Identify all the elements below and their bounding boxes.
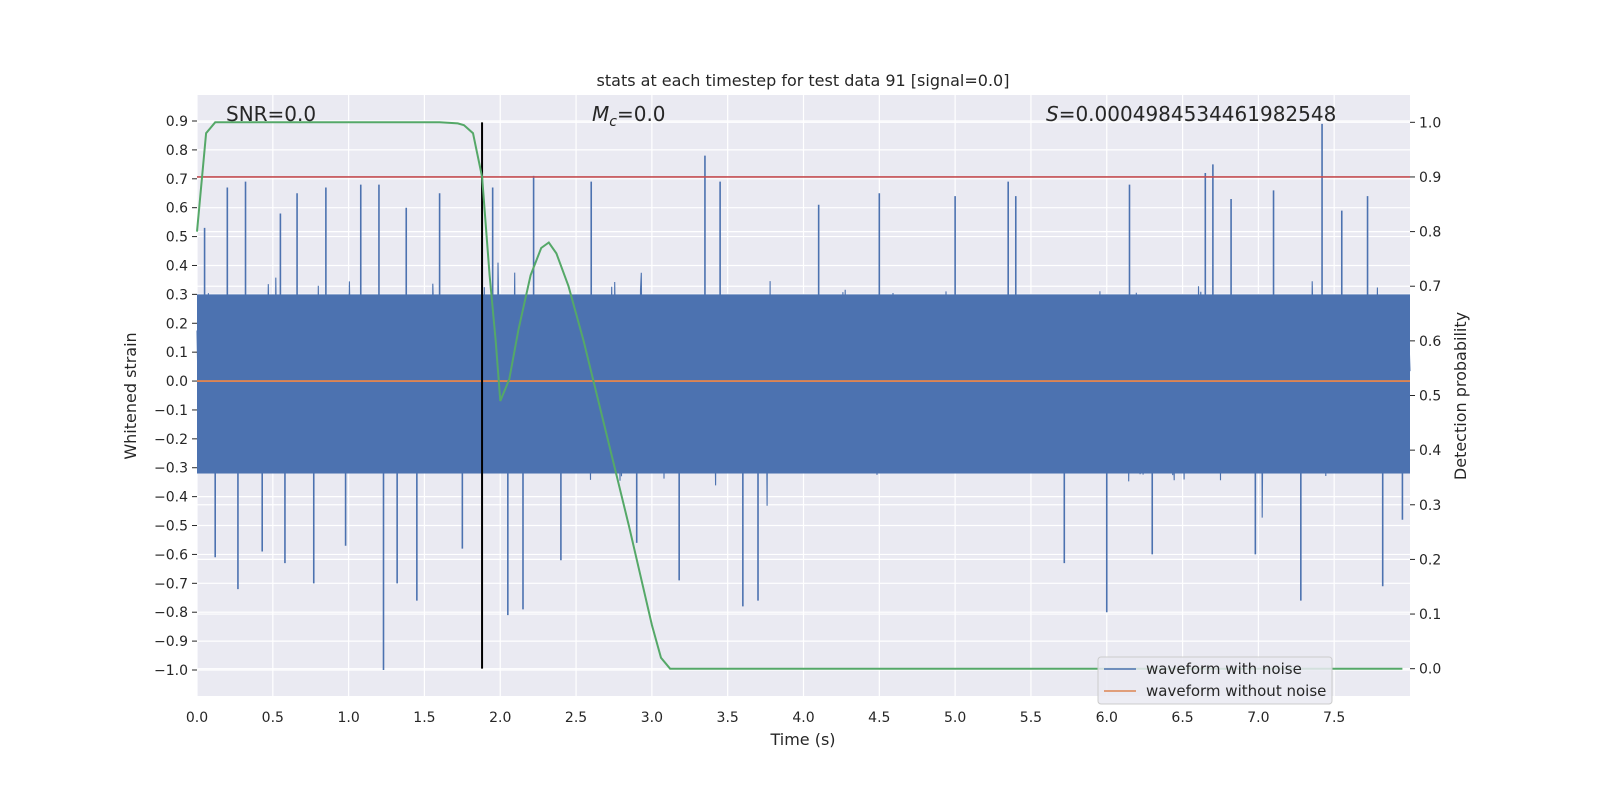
chirp-mass-annotation: Mc=0.0 xyxy=(592,102,666,130)
y-tick-label: 0.3 xyxy=(166,287,188,303)
x-tick-label: 7.0 xyxy=(1247,710,1269,726)
legend-label-noise: waveform with noise xyxy=(1146,660,1302,678)
x-tick-label: 0.0 xyxy=(186,710,208,726)
y-right-tick-label: 0.0 xyxy=(1419,662,1441,678)
chirp-mass-value: =0.0 xyxy=(617,102,666,126)
y-right-tick-label: 0.7 xyxy=(1419,279,1441,295)
y-tick-label: −0.6 xyxy=(154,547,188,563)
x-axis: 0.0 0.5 1.0 1.5 2.0 2.5 3.0 3.5 4.0 4.5 5.0 5.5 6.0 6… xyxy=(186,710,1345,726)
x-tick-label: 2.5 xyxy=(565,710,587,726)
y-right-tick-label: 0.4 xyxy=(1419,443,1441,459)
y-right-tick-label: 0.6 xyxy=(1419,334,1441,350)
y-tick-label: 0.8 xyxy=(166,143,188,159)
y-tick-label: 0.4 xyxy=(166,258,188,274)
legend-label-clean: waveform without noise xyxy=(1146,682,1326,700)
x-tick-label: 3.5 xyxy=(717,710,739,726)
y-tick-label: 0.2 xyxy=(166,316,188,332)
series-lines xyxy=(196,121,1410,670)
y-tick-label: −0.5 xyxy=(154,519,188,535)
x-axis-title: Time (s) xyxy=(769,730,835,749)
y-tick-label: −0.3 xyxy=(154,461,188,477)
x-tick-label: 1.0 xyxy=(337,710,359,726)
score-value: =0.0004984534461982548 xyxy=(1059,102,1337,126)
y-tick-label: 0.7 xyxy=(166,172,188,188)
snr-annotation: SNR=0.0 xyxy=(226,102,316,126)
y-tick-label: −0.4 xyxy=(154,490,188,506)
chirp-mass-subscript: c xyxy=(609,114,617,130)
y-tick-label: −0.9 xyxy=(154,634,188,650)
y-axis-right-title: Detection probability xyxy=(1451,312,1470,480)
x-tick-label: 5.0 xyxy=(944,710,966,726)
x-tick-label: 3.0 xyxy=(641,710,663,726)
x-tick-label: 4.5 xyxy=(868,710,890,726)
series-detection-probability xyxy=(196,121,1403,670)
y-right-tick-label: 0.2 xyxy=(1419,552,1441,568)
score-annotation: S=0.0004984534461982548 xyxy=(1046,102,1336,126)
y-axis-left: 0.9 0.8 0.7 0.6 0.5 0.4 0.3 0.2 0.1 0.0 −0.1 −0.2 −0… xyxy=(154,114,197,679)
x-tick-label: 6.0 xyxy=(1096,710,1118,726)
x-tick-label: 0.5 xyxy=(262,710,284,726)
y-tick-label: 0.5 xyxy=(166,230,188,246)
noise-core xyxy=(197,294,1410,474)
x-tick-label: 5.5 xyxy=(1020,710,1042,726)
legend-box xyxy=(1097,656,1333,705)
y-right-tick-label: 1.0 xyxy=(1419,115,1441,131)
y-right-tick-label: 0.9 xyxy=(1419,170,1441,186)
y-right-tick-label: 0.1 xyxy=(1419,607,1441,623)
y-tick-label: 0.0 xyxy=(166,374,188,390)
y-axis-right: 1.0 0.9 0.8 0.7 0.6 0.5 0.4 0.3 0.2 0.1 0.0 xyxy=(1410,115,1441,678)
y-right-tick-label: 0.5 xyxy=(1419,389,1441,405)
y-tick-label: −0.8 xyxy=(154,605,188,621)
x-tick-label: 4.0 xyxy=(792,710,814,726)
y-tick-label: −0.2 xyxy=(154,432,188,448)
y-right-tick-label: 0.8 xyxy=(1419,225,1441,241)
x-tick-label: 2.0 xyxy=(489,710,511,726)
y-tick-label: 0.9 xyxy=(166,114,188,130)
y-axis-left-title: Whitened strain xyxy=(121,332,140,459)
chirp-mass-symbol: M xyxy=(592,102,609,126)
y-right-tick-label: 0.3 xyxy=(1419,498,1441,514)
x-tick-label: 6.5 xyxy=(1171,710,1193,726)
x-tick-label: 1.5 xyxy=(413,710,435,726)
y-tick-label: 0.1 xyxy=(166,345,188,361)
score-symbol: S xyxy=(1046,102,1059,126)
y-tick-label: −0.7 xyxy=(154,576,188,592)
y-tick-label: −1.0 xyxy=(154,663,188,679)
chart-title: stats at each timestep for test data 91 … xyxy=(597,71,1010,90)
series-waveform-with-noise xyxy=(196,123,1411,670)
legend: waveform with noise waveform without noi… xyxy=(1097,656,1333,705)
y-tick-label: −0.1 xyxy=(154,403,188,419)
x-tick-label: 7.5 xyxy=(1323,710,1345,726)
y-tick-label: 0.6 xyxy=(166,201,188,217)
